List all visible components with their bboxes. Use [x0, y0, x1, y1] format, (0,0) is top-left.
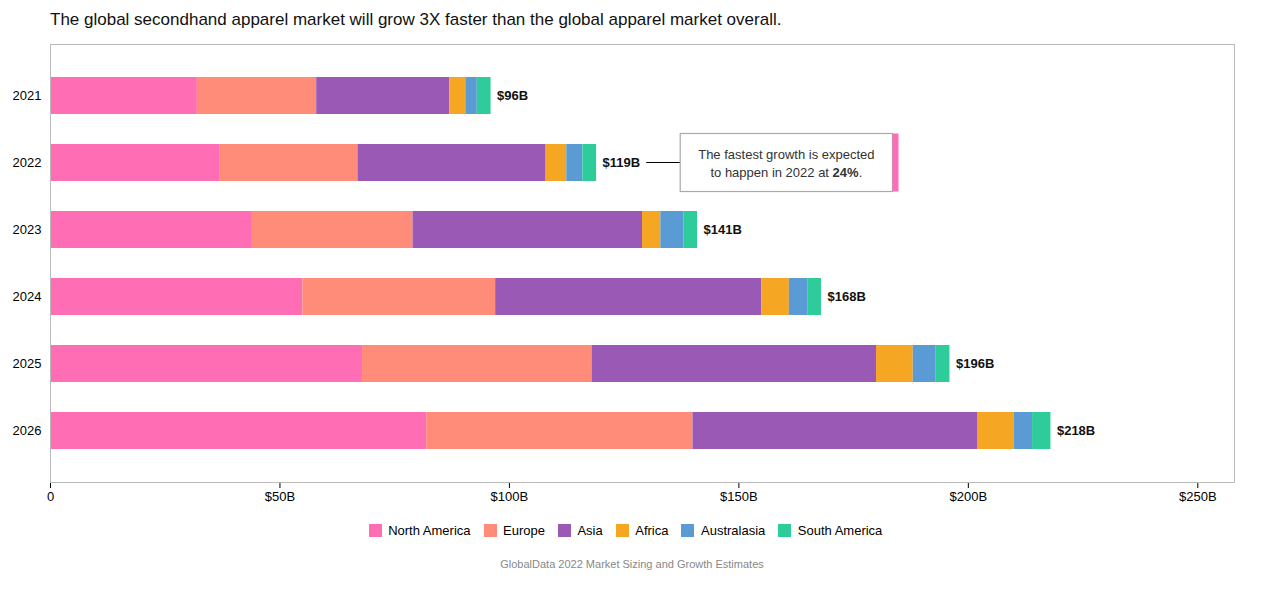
svg-text:$100B: $100B: [491, 489, 529, 504]
svg-text:$196B: $196B: [956, 356, 994, 371]
html-text:GlobalData 2022 Market Sizing: GlobalData 2022 Market Sizing and Growth…: [500, 557, 764, 570]
html-text:Africa: Africa: [635, 523, 669, 538]
svg-text:2024: 2024: [13, 289, 42, 304]
svg-text:$168B: $168B: [827, 289, 865, 304]
svg-text:$141B: $141B: [704, 222, 742, 237]
svg-text:2022: 2022: [13, 155, 42, 170]
svg-text:$218B: $218B: [1057, 423, 1095, 438]
html-text:North America: North America: [388, 523, 471, 538]
svg-text:$150B: $150B: [720, 489, 758, 504]
html-text:South America: South America: [797, 523, 883, 538]
svg-text:2023: 2023: [13, 222, 42, 237]
html-text:The global secondhand apparel: The global secondhand apparel market wil…: [50, 10, 782, 29]
svg-text:The fastest growth is expected: The fastest growth is expected: [698, 146, 874, 161]
svg-text:2025: 2025: [13, 356, 42, 371]
html-text:Europe: Europe: [503, 523, 545, 538]
svg-text:$50B: $50B: [265, 489, 295, 504]
svg-text:$250B: $250B: [1179, 489, 1217, 504]
svg-text:to happen in 2022 at 24%.: to happen in 2022 at 24%.: [710, 164, 862, 179]
html-text:Australasia: Australasia: [701, 523, 766, 538]
svg-text:2021: 2021: [13, 88, 42, 103]
svg-text:0: 0: [47, 489, 54, 504]
html-text:Asia: Asia: [577, 523, 603, 538]
svg-text:$96B: $96B: [497, 88, 528, 103]
svg-text:$119B: $119B: [603, 155, 641, 170]
svg-text:$200B: $200B: [950, 489, 988, 504]
svg-text:2026: 2026: [13, 423, 42, 438]
